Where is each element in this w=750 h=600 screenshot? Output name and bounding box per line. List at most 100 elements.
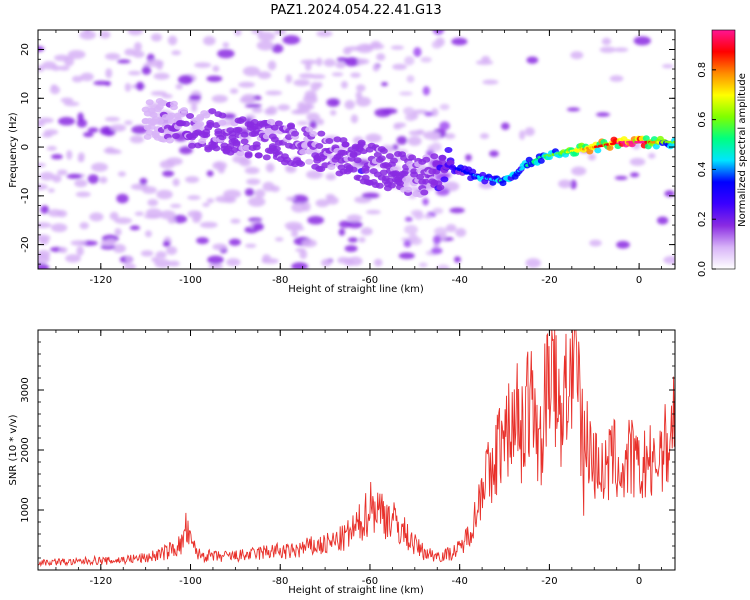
ridge-blob <box>262 154 271 161</box>
ridge-blob <box>420 189 429 196</box>
spectral-blob <box>77 156 85 163</box>
spectral-blob <box>87 174 99 184</box>
spectral-blob <box>141 66 152 75</box>
spectral-blob <box>128 70 141 76</box>
snr-panel: -120 -100 -80 -60 -40 -20 0 1000 2000 3000 Heigh… <box>8 329 676 596</box>
ridge-blob <box>379 148 388 155</box>
spectral-blob <box>294 108 310 115</box>
spectral-blob <box>38 162 47 168</box>
spectral-blob <box>601 37 612 46</box>
ridge-blob <box>438 159 447 166</box>
spectral-blob <box>47 209 63 217</box>
snr-y-tick-label: 3000 <box>20 377 31 402</box>
spectral-blob <box>145 208 163 219</box>
spectral-blob <box>404 224 418 235</box>
spectral-blob <box>350 72 361 78</box>
spectral-blob <box>99 30 111 39</box>
ridge-blob <box>387 182 396 189</box>
spectral-blob <box>431 40 442 49</box>
ridge-blob <box>317 130 326 137</box>
spectral-blob <box>423 214 433 220</box>
spectrogram-x-tick-label: 0 <box>636 275 642 286</box>
spectral-blob <box>177 74 193 85</box>
spectral-blob <box>60 97 74 103</box>
spectral-blob <box>239 158 252 167</box>
spectral-blob <box>239 96 256 104</box>
spectral-blob <box>432 235 441 245</box>
ridge-blob <box>410 168 419 175</box>
spectral-blob <box>38 183 48 191</box>
spectral-blob <box>291 202 307 213</box>
spectral-blob <box>285 74 293 84</box>
spectral-blob <box>277 104 291 111</box>
spectral-blob <box>244 166 260 175</box>
spectral-blob <box>434 227 448 236</box>
spectral-blob <box>226 258 241 267</box>
spectral-blob <box>187 195 201 200</box>
spectral-blob <box>614 175 628 180</box>
ridge-blob <box>240 138 249 145</box>
spectral-blob <box>344 245 358 252</box>
spectral-blob <box>212 65 220 72</box>
spectral-blob <box>489 150 499 157</box>
ridge-blob <box>186 113 195 120</box>
ridge-blob <box>404 186 413 193</box>
spectral-blob <box>430 247 443 255</box>
ridge-blob <box>145 129 154 136</box>
spectral-blob <box>326 196 339 205</box>
ridge-blob <box>262 133 271 140</box>
spectral-blob <box>331 72 344 77</box>
spectral-blob <box>65 254 81 263</box>
spectral-blob <box>323 58 336 67</box>
ridge-blob <box>167 118 176 125</box>
spectral-blob <box>444 133 456 140</box>
ridge-blob <box>422 156 431 163</box>
spectrogram-x-tick-label: -40 <box>452 275 468 286</box>
spectral-blob <box>344 257 355 267</box>
spectral-blob <box>571 166 587 176</box>
spectral-blob <box>66 173 83 179</box>
spectral-blob <box>413 47 422 57</box>
spectral-blob <box>410 236 422 246</box>
spectral-blob <box>79 30 96 40</box>
spectral-blob <box>299 103 315 110</box>
ridge-blob <box>469 168 477 175</box>
ridge-blob <box>232 139 241 146</box>
ridge-blob <box>537 157 545 164</box>
ridge-blob <box>272 145 281 152</box>
spectral-blob <box>392 63 407 70</box>
spectral-blob <box>139 177 148 185</box>
spectral-blob <box>223 196 237 204</box>
spectral-blob <box>329 109 337 116</box>
spectral-blob <box>315 57 323 67</box>
ridge-blob <box>242 144 251 151</box>
ridge-blob <box>315 142 324 149</box>
spectral-blob <box>71 75 83 83</box>
spectral-blob <box>254 189 266 198</box>
spectral-blob <box>43 129 59 136</box>
ridge-blob <box>349 166 358 173</box>
snr-x-tick-label: -60 <box>362 576 378 587</box>
ridge-blob <box>218 119 227 126</box>
spectral-blob <box>282 35 301 45</box>
spectral-blob <box>407 136 422 146</box>
spectral-blob <box>451 37 468 46</box>
spectral-blob <box>406 75 415 83</box>
spectrogram-y-tick-label: 10 <box>20 92 31 105</box>
spectral-blob <box>175 83 183 90</box>
spectral-blob <box>202 202 210 207</box>
spectral-blob <box>192 215 201 223</box>
spectral-blob <box>403 239 412 248</box>
spectral-blob <box>140 250 154 257</box>
spectral-blob <box>133 41 142 52</box>
spectrogram-x-tick-label: -120 <box>89 275 112 286</box>
spectral-blob <box>436 264 450 269</box>
ridge-blob <box>212 145 221 152</box>
spectral-blob <box>114 217 133 224</box>
ridge-blob <box>446 159 455 166</box>
ridge-blob <box>327 164 336 171</box>
spectral-blob <box>153 72 170 80</box>
spectrogram-x-tick-label: -20 <box>541 275 557 286</box>
spectral-blob <box>296 121 309 126</box>
snr-series-line <box>38 330 675 568</box>
